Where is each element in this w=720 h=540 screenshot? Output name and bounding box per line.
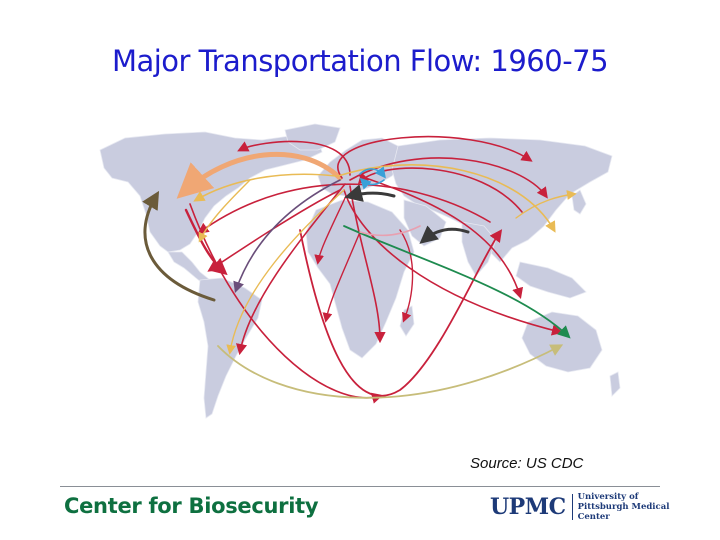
upmc-logo-subtext: University of Pittsburgh Medical Center <box>577 492 670 522</box>
upmc-logo-wordmark: UPMC <box>490 494 573 520</box>
flow-arrow <box>337 135 533 179</box>
source-note: Source: US CDC <box>470 455 584 472</box>
landmasses <box>99 123 621 419</box>
flow-arrow <box>217 344 564 399</box>
flow-arrow <box>176 151 343 199</box>
flow-arrow <box>184 208 228 276</box>
flow-arrow <box>359 175 524 300</box>
flow-arrow <box>237 140 351 176</box>
flow-arrow <box>359 177 385 190</box>
flow-arrows <box>142 135 577 404</box>
organization-name: Center for Biosecurity <box>64 494 319 518</box>
flow-arrow <box>142 190 216 302</box>
africa <box>305 199 415 359</box>
new-zealand <box>609 371 621 397</box>
southeast-asia <box>515 261 587 299</box>
flow-arrow <box>399 229 414 323</box>
flow-arrow <box>299 229 503 397</box>
flow-arrow <box>344 184 396 202</box>
indian-subcontinent <box>461 221 497 277</box>
upmc-logo: UPMC University of Pittsburgh Medical Ce… <box>490 492 673 522</box>
flow-arrow <box>359 225 421 237</box>
flow-arrow <box>515 190 577 219</box>
flow-arrow <box>357 167 523 213</box>
australia <box>521 311 603 373</box>
flow-arrow <box>349 185 386 344</box>
flow-arrow <box>343 189 564 336</box>
flow-arrow <box>226 189 345 355</box>
flow-arrow <box>419 225 470 244</box>
flow-arrow <box>359 166 386 179</box>
flow-arrow <box>322 231 361 323</box>
flow-arrow <box>233 179 341 294</box>
flow-arrow <box>343 225 571 339</box>
flow-arrow <box>198 179 251 243</box>
flow-arrow <box>314 195 347 265</box>
slide-title: Major Transportation Flow: 1960-75 <box>111 44 609 78</box>
footer-divider <box>60 486 660 487</box>
flow-arrow <box>193 173 337 202</box>
